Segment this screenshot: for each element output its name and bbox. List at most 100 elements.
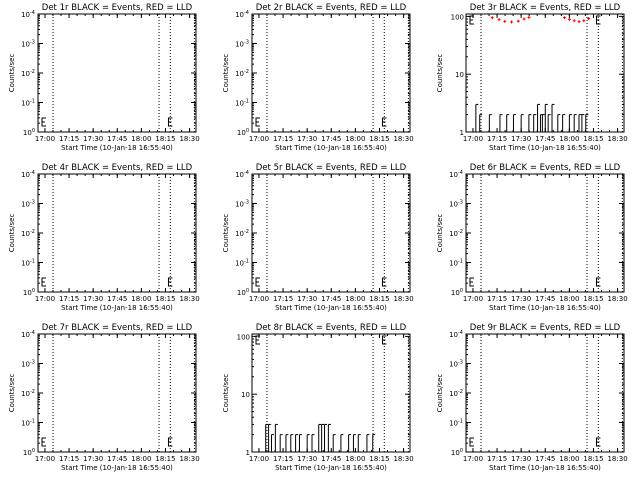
data-marker — [577, 20, 581, 24]
x-tick-label: 18:30 — [607, 455, 627, 463]
bracket-mark — [255, 335, 260, 345]
x-tick-label: 17:45 — [321, 295, 341, 303]
y-tick-label: 10-1 — [21, 99, 35, 108]
data-marker — [490, 16, 494, 20]
x-tick-label: 18:30 — [607, 135, 627, 143]
x-tick-label: 17:45 — [107, 295, 127, 303]
y-tick-label: 100 — [237, 333, 250, 341]
x-tick-label: 18:30 — [179, 135, 199, 143]
x-tick-label: 18:00 — [131, 295, 151, 303]
panel-title: Det 3r BLACK = Events, RED = LLD — [470, 3, 621, 13]
y-tick-label: 10-3 — [21, 200, 35, 209]
x-tick-label: 18:15 — [369, 295, 389, 303]
y-axis-label: Counts/sec — [436, 214, 444, 253]
y-tick-label: 10-1 — [449, 419, 463, 428]
chart-panel-7: Det 7r BLACK = Events, RED = LLD 17:00 17:… — [8, 323, 200, 472]
y-tick-label: 10-2 — [235, 229, 249, 238]
y-tick-label: 10-2 — [235, 69, 249, 78]
x-tick-label: 17:30 — [83, 455, 103, 463]
x-tick-label: 18:30 — [393, 455, 413, 463]
y-tick-label: 10-2 — [21, 69, 35, 78]
x-tick-label: 17:15 — [487, 455, 507, 463]
x-tick-label: 18:30 — [179, 455, 199, 463]
x-tick-label: 17:45 — [535, 135, 555, 143]
y-axis-label: Counts/sec — [222, 54, 230, 93]
panel-title: Det 1r BLACK = Events, RED = LLD — [42, 3, 193, 13]
plot-frame — [37, 13, 197, 133]
bracket-mark — [469, 15, 474, 25]
y-tick-label: 10-4 — [21, 330, 35, 339]
bracket-mark — [469, 277, 474, 287]
y-tick-label: 10-2 — [449, 229, 463, 238]
y-axis-label: Counts/sec — [8, 214, 16, 253]
x-tick-label: 17:15 — [273, 295, 293, 303]
x-tick-label: 17:30 — [511, 135, 531, 143]
x-tick-label: 18:00 — [559, 135, 579, 143]
bracket-mark — [167, 117, 173, 127]
plot-frame — [37, 173, 197, 293]
y-tick-label: 10-3 — [449, 360, 463, 369]
x-tick-label: 17:15 — [59, 295, 79, 303]
panel-title: Det 4r BLACK = Events, RED = LLD — [42, 163, 193, 173]
x-tick-label: 18:00 — [559, 455, 579, 463]
plot-frame — [465, 333, 625, 453]
x-tick-label: 17:45 — [321, 135, 341, 143]
x-tick-label: 17:00 — [249, 135, 269, 143]
bracket-mark — [381, 117, 387, 127]
y-axis-label: Counts/sec — [436, 54, 444, 93]
x-tick-label: 17:30 — [83, 135, 103, 143]
x-tick-label: 17:45 — [107, 135, 127, 143]
y-tick-label: 10-3 — [235, 40, 249, 49]
y-axis-label: Counts/sec — [222, 214, 230, 253]
y-tick-label: 10-4 — [21, 170, 35, 179]
y-tick-label: 10-4 — [21, 10, 35, 19]
x-axis-label: Start Time (10-Jan-18 16:55:40) — [61, 464, 173, 472]
x-tick-label: 17:15 — [273, 455, 293, 463]
x-tick-label: 17:00 — [35, 295, 55, 303]
y-tick-label: 10-3 — [449, 200, 463, 209]
y-tick-label: 1 — [460, 129, 464, 137]
x-axis-label: Start Time (10-Jan-18 16:55:40) — [489, 144, 601, 152]
y-tick-label: 100 — [451, 288, 463, 297]
x-tick-label: 18:30 — [393, 135, 413, 143]
x-tick-label: 18:00 — [559, 295, 579, 303]
y-tick-label: 10-2 — [21, 389, 35, 398]
data-marker — [510, 20, 514, 24]
data-marker — [503, 19, 507, 23]
x-tick-label: 17:30 — [297, 295, 317, 303]
y-tick-label: 100 — [23, 128, 35, 137]
panel-title: Det 6r BLACK = Events, RED = LLD — [470, 163, 621, 173]
bracket-mark — [167, 277, 173, 287]
x-tick-label: 18:00 — [131, 135, 151, 143]
x-tick-label: 17:15 — [59, 455, 79, 463]
y-tick-label: 100 — [451, 448, 463, 457]
y-tick-label: 10 — [241, 391, 250, 399]
bracket-mark — [255, 277, 260, 287]
chart-panel-5: Det 5r BLACK = Events, RED = LLD 17:00 17:… — [222, 163, 414, 312]
data-marker — [527, 15, 531, 19]
x-tick-label: 18:15 — [369, 135, 389, 143]
x-tick-label: 17:00 — [35, 135, 55, 143]
y-tick-label: 10-1 — [235, 99, 249, 108]
x-axis-label: Start Time (10-Jan-18 16:55:40) — [489, 464, 601, 472]
bracket-mark — [255, 117, 260, 127]
x-tick-label: 18:15 — [369, 455, 389, 463]
panel-title: Det 5r BLACK = Events, RED = LLD — [256, 163, 407, 173]
chart-panel-2: Det 2r BLACK = Events, RED = LLD 17:00 17:… — [222, 3, 414, 152]
x-tick-label: 18:15 — [155, 135, 175, 143]
data-marker — [563, 16, 567, 20]
data-marker — [587, 16, 591, 20]
x-tick-label: 17:00 — [463, 295, 483, 303]
data-marker — [572, 19, 576, 23]
x-tick-label: 17:00 — [249, 455, 269, 463]
y-axis-label: Counts/sec — [8, 374, 16, 413]
chart-panel-8: Det 8r BLACK = Events, RED = LLD 17:00 17:… — [222, 323, 414, 472]
data-marker — [582, 19, 586, 23]
y-tick-label: 10-1 — [21, 259, 35, 268]
y-tick-label: 10-3 — [21, 360, 35, 369]
data-marker — [567, 17, 571, 21]
x-tick-label: 18:00 — [345, 295, 365, 303]
bracket-mark — [381, 277, 387, 287]
y-tick-label: 100 — [237, 288, 249, 297]
plot-frame — [465, 173, 625, 293]
